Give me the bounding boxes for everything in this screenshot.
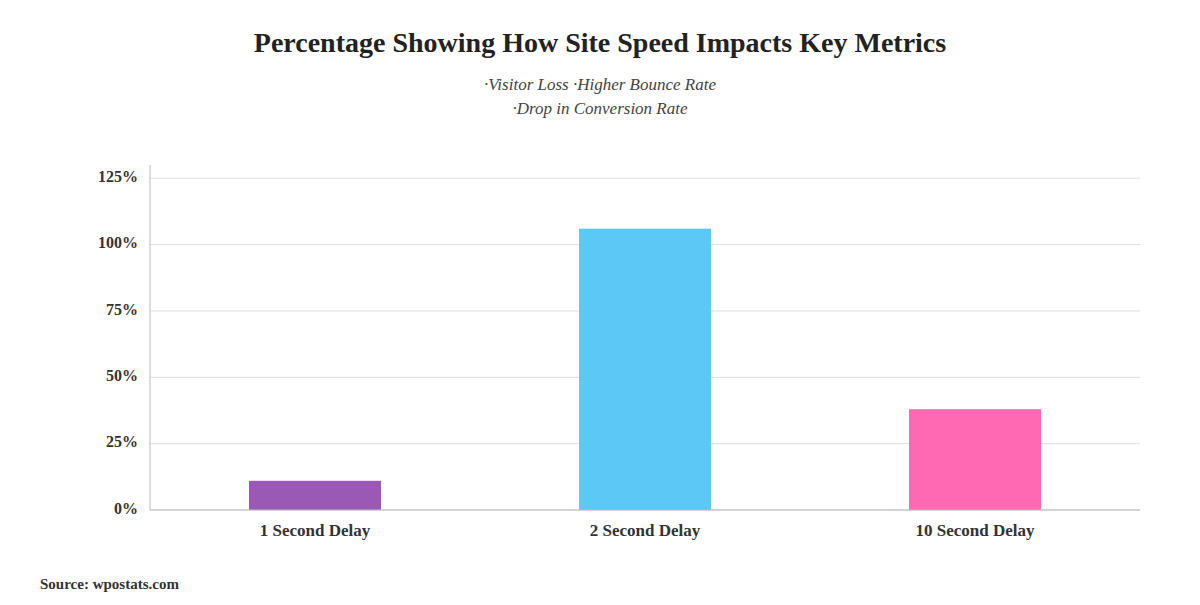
chart: Percentage Showing How Site Speed Impact… [0, 0, 1200, 605]
y-tick-label: 25% [106, 433, 138, 450]
page: {"chart_data": {"type": "bar", "title": … [0, 0, 1200, 605]
bar [909, 409, 1041, 510]
background [0, 0, 1200, 605]
subtitle: ·Visitor Loss ·Higher Bounce Rate [484, 75, 716, 94]
y-tick-label: 100% [98, 234, 138, 251]
x-tick-label: 1 Second Delay [260, 521, 371, 540]
y-tick-label: 75% [106, 301, 138, 318]
grid [150, 178, 1140, 510]
grid-line [150, 510, 1140, 511]
y-axis: 0% 25% 50% 75% 100% 125% [98, 165, 150, 517]
y-tick-label: 0% [114, 500, 138, 517]
x-tick-label: 2 Second Delay [590, 521, 701, 540]
x-axis: 1 Second Delay 2 Second Delay 10 Second De… [150, 510, 1140, 540]
subtitle: ·Drop in Conversion Rate [512, 99, 687, 118]
bar [579, 229, 711, 510]
y-axis-line [150, 165, 151, 510]
x-tick-label: 10 Second Delay [916, 521, 1036, 540]
y-tick-label: 125% [98, 168, 138, 185]
title: Percentage Showing How Site Speed Impact… [254, 27, 946, 58]
y-tick-label: 50% [106, 367, 138, 384]
chart-container: Percentage Showing How Site Speed Impact… [0, 0, 1200, 605]
bar [249, 481, 381, 510]
x-axis-line [150, 510, 1140, 511]
bars [249, 229, 1041, 510]
grid-line [150, 178, 1140, 179]
source-note: Source: wpostats.com [40, 576, 179, 592]
